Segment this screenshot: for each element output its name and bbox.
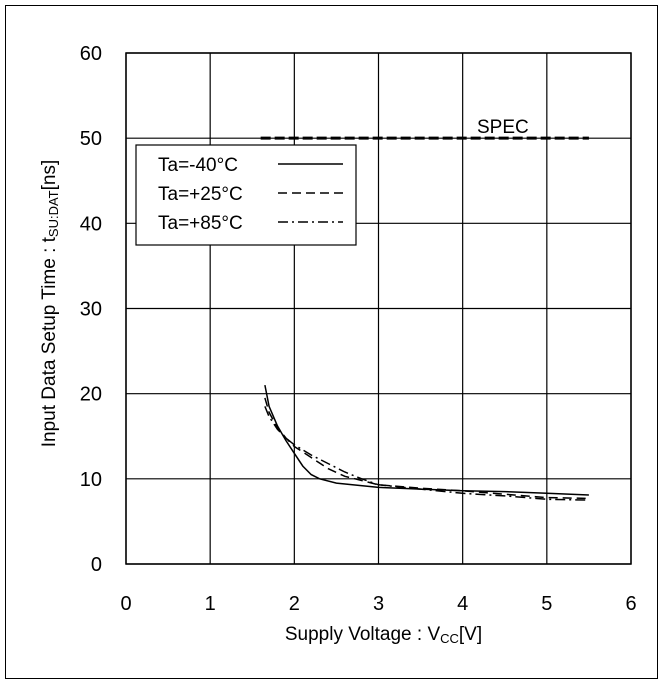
legend-box (135, 144, 357, 246)
y-tick-label: 50 (80, 128, 102, 150)
legend-label-series-3: Ta=+85°C (158, 213, 243, 234)
y-tick-label: 40 (80, 213, 102, 235)
legend-label-series-2: Ta=+25°C (158, 184, 243, 205)
y-tick-label: 30 (80, 299, 102, 321)
chart-frame (5, 5, 658, 679)
series-line-2 (264, 397, 589, 500)
x-tick-label: 5 (541, 593, 552, 615)
legend-swatches (278, 163, 343, 223)
x-tick-label: 1 (205, 593, 216, 615)
x-tick-label: 4 (457, 593, 468, 615)
legend: Ta=-40°C Ta=+25°C Ta=+85°C (135, 144, 357, 246)
x-axis-label: Supply Voltage : VCC[V] (285, 624, 482, 646)
series-layer (260, 136, 589, 501)
y-tick-label: 20 (80, 384, 102, 406)
spec-label: SPEC (477, 117, 529, 138)
x-tick-label: 0 (120, 593, 131, 615)
x-tick-label: 2 (289, 593, 300, 615)
y-axis-label: Input Data Setup Time : tSU:DAT[ns] (39, 160, 61, 448)
y-tick-label: 10 (80, 469, 102, 491)
x-tick-label: 6 (625, 593, 636, 615)
plot-border (125, 52, 632, 565)
legend-label-series-1: Ta=-40°C (158, 155, 238, 176)
series-line-3 (264, 406, 589, 501)
y-tick-label: 0 (91, 554, 102, 576)
x-tick-label: 3 (373, 593, 384, 615)
y-tick-label: 60 (80, 43, 102, 65)
